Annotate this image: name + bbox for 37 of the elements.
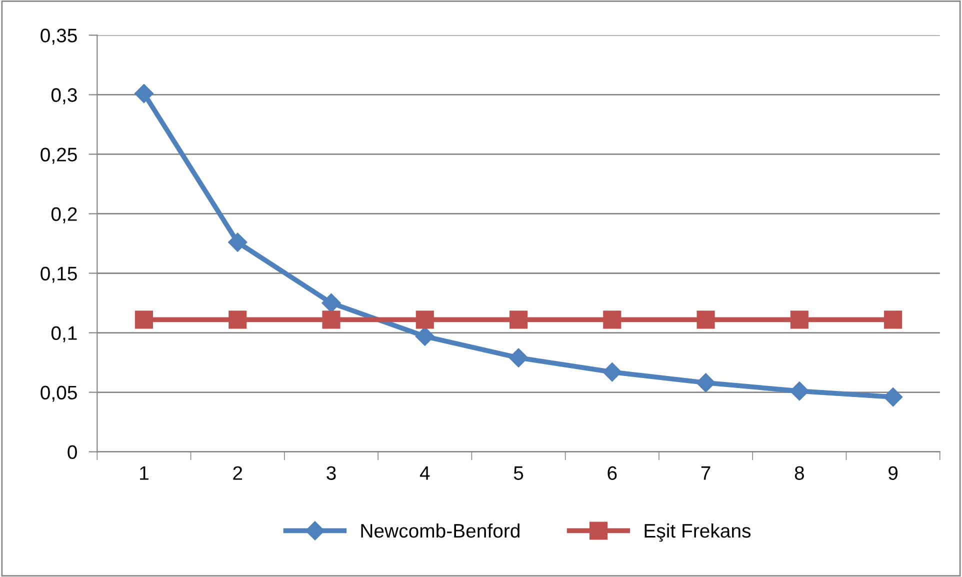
x-tick-label: 4 [420, 466, 430, 480]
point [696, 310, 715, 329]
legend-label: Newcomb-Benford [361, 523, 520, 538]
point [884, 310, 902, 329]
y-tick-label: 0 [68, 445, 77, 460]
x-tick-label: 7 [701, 466, 710, 480]
x-tick-label: 5 [514, 466, 524, 480]
x-tick-label: 6 [608, 466, 617, 480]
point [322, 310, 340, 329]
point [603, 310, 622, 329]
point [790, 382, 809, 401]
point [228, 232, 248, 252]
point [322, 293, 341, 313]
y-tick-label: 0,1 [51, 326, 77, 342]
point [696, 373, 716, 392]
point [228, 310, 247, 329]
point [790, 310, 808, 329]
point [416, 310, 434, 329]
y-tick-label: 0,05 [40, 386, 77, 402]
y-tick-label: 0,25 [40, 148, 77, 164]
y-tick-label: 0,3 [51, 88, 77, 104]
x-tick-label: 2 [233, 466, 242, 480]
x-tick-label: 3 [326, 466, 336, 480]
point [134, 310, 154, 329]
point [415, 326, 434, 346]
point [884, 388, 903, 407]
x-tick-label: 8 [794, 466, 804, 480]
y-tick-label: 0,2 [51, 207, 77, 224]
x-tick-label: 9 [888, 466, 898, 480]
point [508, 348, 528, 368]
legend-label: Eşit Frekans [644, 523, 751, 542]
y-tick-label: 0,35 [40, 28, 77, 45]
x-tick-label: 1 [140, 466, 148, 480]
point [509, 310, 528, 329]
point [134, 84, 154, 104]
y-tick-label: 0,15 [40, 266, 77, 283]
point [602, 362, 622, 382]
